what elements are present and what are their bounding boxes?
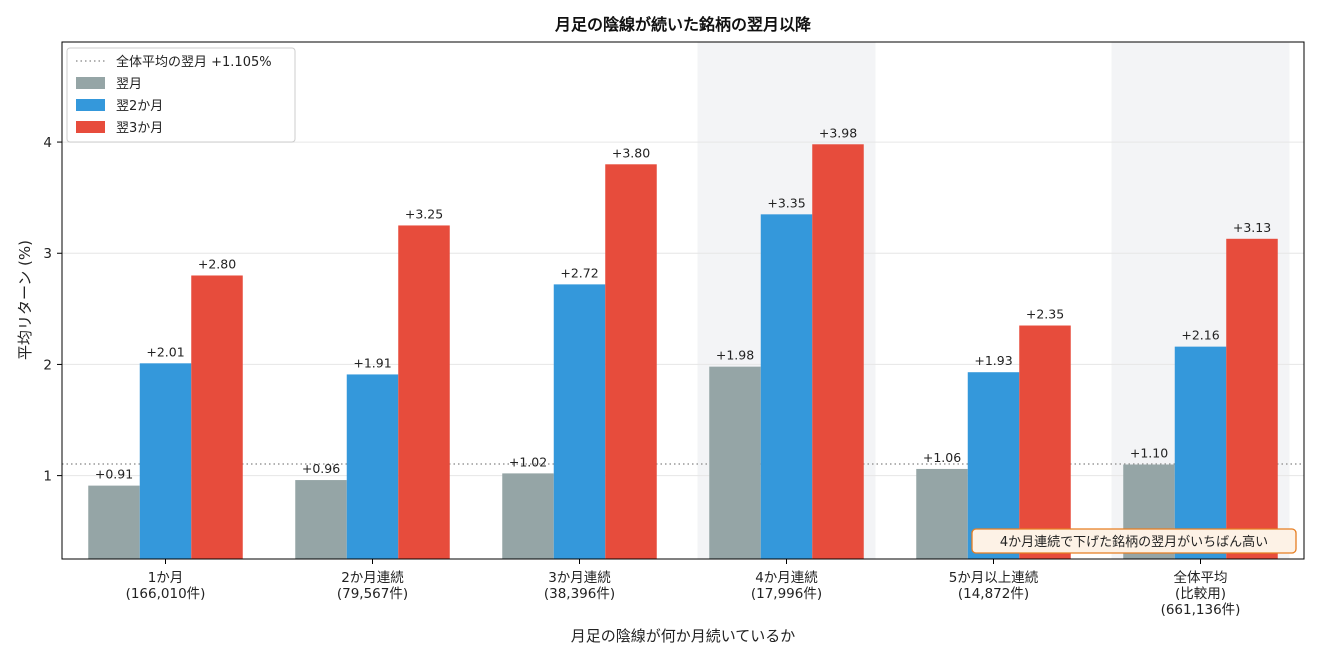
y-axis-label: 平均リターン (%) [16, 240, 34, 360]
chart-title: 月足の陰線が続いた銘柄の翌月以降 [554, 15, 812, 34]
bar [553, 284, 606, 559]
y-tick-label: 1 [43, 469, 52, 485]
bar [346, 374, 399, 559]
plot-frame [61, 41, 1305, 560]
legend-swatch-next-3-months [76, 121, 105, 133]
bar [760, 214, 813, 560]
bar [1226, 238, 1278, 559]
bar [191, 275, 243, 559]
x-tick-label: 2か月連続 [341, 570, 404, 586]
bar [916, 468, 968, 559]
y-ticks: 1 2 3 4 [43, 135, 62, 485]
data-label: +2.80 [198, 256, 236, 271]
data-label: +1.10 [1130, 445, 1168, 460]
x-tick-label: 1か月 [148, 570, 184, 586]
data-label: +1.06 [923, 450, 961, 465]
data-label: +3.13 [1233, 220, 1271, 235]
data-label: +1.91 [353, 355, 391, 370]
x-tick-label: (38,396件) [544, 586, 615, 602]
data-label: +1.93 [974, 353, 1012, 368]
bar [967, 372, 1020, 559]
bar [709, 366, 761, 559]
data-label: +2.16 [1181, 328, 1219, 343]
data-label: +1.98 [716, 348, 754, 363]
legend: 全体平均の翌月 +1.105% 翌月 翌2か月 翌3か月 [66, 47, 296, 143]
legend-box [66, 47, 296, 143]
x-tick-label: (661,136件) [1161, 602, 1241, 618]
x-tick-label: 5か月以上連続 [949, 570, 1039, 586]
data-label: +0.96 [302, 461, 340, 476]
legend-swatch-next-2-months [76, 99, 105, 111]
legend-swatch-next-month [76, 77, 105, 89]
legend-label-next-3-months: 翌3か月 [116, 121, 163, 136]
data-label: +2.35 [1026, 307, 1064, 322]
x-tick-label: 4か月連続 [755, 570, 818, 586]
data-label: +3.80 [612, 145, 650, 160]
annotation-frame [971, 528, 1297, 554]
data-label: +0.91 [95, 467, 133, 482]
data-label: +3.25 [405, 206, 443, 221]
bar [88, 485, 140, 559]
y-tick-label: 3 [43, 246, 52, 262]
bar [1019, 325, 1071, 559]
bar [502, 473, 554, 559]
bar [605, 164, 657, 559]
data-labels: +0.91 +0.96 +1.02 +1.98 +1.06 +1.10 +2.01 +1.91… [95, 125, 1271, 481]
y-tick-label: 4 [43, 135, 52, 151]
legend-label-next-2-months: 翌2か月 [116, 99, 163, 114]
x-tick-label: 3か月連続 [548, 570, 611, 586]
x-ticks: 1か月(166,010件) 2か月連続(79,567件) 3か月連続(38,396件… [126, 559, 1241, 618]
x-tick-label: 全体平均 [1174, 569, 1228, 586]
x-tick-label: (17,996件) [751, 586, 822, 602]
annotation-text: 4か月連続で下げた銘柄の翌月がいちばん高い [1000, 534, 1268, 550]
data-label: +2.72 [560, 265, 598, 280]
bar [812, 144, 864, 559]
data-label: +1.02 [509, 454, 547, 469]
x-tick-label: (比較用) [1175, 586, 1226, 602]
x-tick-label: (14,872件) [958, 586, 1029, 602]
x-axis-label: 月足の陰線が何か月続いているか [571, 627, 796, 645]
x-tick-label: (166,010件) [126, 586, 206, 602]
data-label: +3.98 [819, 125, 857, 140]
bar [398, 225, 450, 560]
bar [295, 480, 347, 559]
data-label: +3.35 [767, 195, 805, 210]
legend-reference-label: 全体平均の翌月 +1.105% [116, 54, 272, 70]
bar [1174, 346, 1227, 559]
annotation-box: 4か月連続で下げた銘柄の翌月がいちばん高い [971, 528, 1297, 554]
bars [88, 144, 1278, 560]
bar [139, 363, 192, 559]
x-tick-label: (79,567件) [337, 586, 408, 602]
data-label: +2.01 [146, 344, 184, 359]
y-tick-label: 2 [43, 357, 52, 373]
legend-label-next-month: 翌月 [116, 77, 142, 92]
